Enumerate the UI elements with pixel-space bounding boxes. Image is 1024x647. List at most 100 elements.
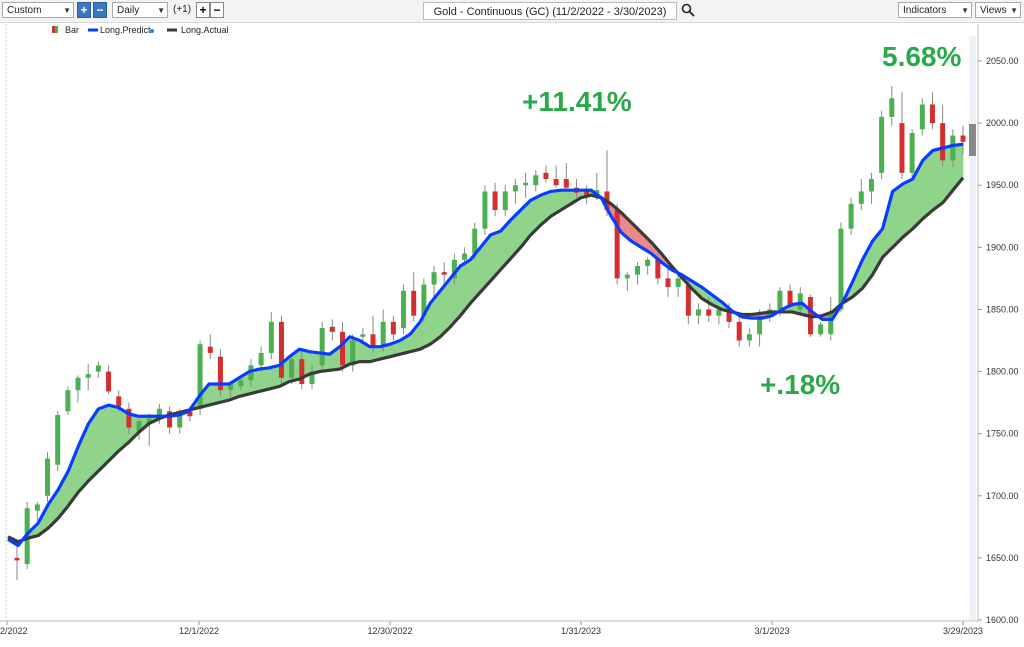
candle-down — [736, 321, 742, 341]
annotation-feb-gain: +.18% — [760, 369, 840, 400]
dot-icon — [150, 29, 154, 33]
candle-down — [929, 104, 935, 124]
candle-up — [838, 228, 844, 310]
candle-down — [329, 326, 335, 332]
y-tick-label: 1750.00 — [986, 429, 1019, 439]
candle-up — [85, 374, 91, 378]
scrollbar-thumb[interactable] — [969, 124, 976, 156]
legend-bar-label: Bar — [65, 25, 79, 35]
candle-down — [960, 135, 966, 142]
candle-up — [289, 359, 295, 378]
indicators-select[interactable]: Indicators ▼ — [898, 2, 972, 18]
chevron-down-icon: ▼ — [157, 6, 165, 15]
candle-up — [634, 265, 640, 275]
y-tick-label: 2000.00 — [986, 118, 1019, 128]
candle-down — [441, 272, 447, 275]
candle-up — [645, 259, 651, 266]
y-tick-label: 2050.00 — [986, 56, 1019, 66]
candle-up — [248, 365, 254, 381]
candle-up — [797, 293, 803, 310]
candle-up — [533, 175, 539, 186]
candle-up — [889, 98, 895, 117]
candle-up — [228, 383, 234, 391]
annotation-mar-gain: 5.68% — [882, 41, 961, 72]
candle-up — [818, 324, 824, 335]
search-icon[interactable] — [681, 3, 695, 17]
x-tick-label: 12/30/2022 — [367, 626, 412, 636]
scrollbar-track[interactable] — [969, 36, 976, 620]
candle-down — [340, 331, 346, 366]
candle-down — [706, 309, 712, 316]
period-select[interactable]: Custom ▼ — [2, 2, 74, 18]
candle-up — [624, 274, 630, 279]
candle-up — [462, 253, 468, 260]
candle-down — [614, 210, 620, 279]
candle-down — [726, 309, 732, 322]
candle-up — [523, 182, 529, 186]
interval-select[interactable]: Daily ▼ — [112, 2, 168, 18]
annotation-jan-gain: +11.41% — [522, 86, 632, 117]
candle-down — [563, 179, 569, 188]
y-tick-label: 1950.00 — [986, 180, 1019, 190]
y-tick-label: 1900.00 — [986, 242, 1019, 252]
interval-select-value: Daily — [117, 5, 140, 16]
candle-down — [217, 356, 223, 391]
candle-up — [919, 104, 925, 130]
candle-up — [716, 309, 722, 316]
candle-down — [278, 321, 284, 378]
candle-up — [177, 411, 183, 428]
candle-up — [879, 116, 885, 173]
chart-toolbar: Custom ▼ + − Daily ▼ (+1) + − Gold - Con… — [0, 0, 1024, 23]
x-tick-label: 12/1/2022 — [179, 626, 219, 636]
candle-up — [380, 321, 386, 347]
candle-down — [655, 259, 661, 279]
candle-up — [146, 418, 152, 424]
legend-actual-label: Long.Actual — [181, 25, 229, 35]
chevron-down-icon: ▼ — [1010, 6, 1018, 15]
candle-up — [431, 272, 437, 285]
candlesticks — [14, 85, 966, 581]
axes: 1600.00 1650.00 1700.00 1750.00 1800.00 1850.… — [0, 24, 1019, 636]
candle-down — [126, 408, 132, 428]
x-tick-label: 3/29/2023 — [943, 626, 983, 636]
candle-up — [360, 334, 366, 337]
candle-up — [848, 203, 854, 229]
indicators-label: Indicators — [903, 5, 947, 16]
zoom-in-button[interactable]: + — [77, 2, 91, 18]
candle-down — [370, 334, 376, 347]
symbol-title[interactable]: Gold - Continuous (GC) (11/2/2022 - 3/30… — [423, 2, 677, 20]
candle-down — [167, 411, 173, 428]
candle-down — [207, 346, 213, 353]
zoom-out-button[interactable]: − — [93, 2, 107, 18]
candle-up — [909, 133, 915, 173]
candle-up — [746, 334, 752, 341]
candle-up — [512, 185, 518, 192]
views-select[interactable]: Views ▼ — [975, 2, 1021, 18]
x-tick-labels: 2/2022 12/1/2022 12/30/2022 1/31/2023 3/1/20… — [0, 621, 983, 636]
candle-up — [472, 228, 478, 254]
y-tick-label: 1800.00 — [986, 367, 1019, 377]
candle-down — [787, 290, 793, 307]
candle-up — [675, 278, 681, 288]
candle-down — [411, 290, 417, 316]
candle-up — [401, 290, 407, 329]
candle-up — [156, 408, 162, 419]
percent-annotations: +11.41% +.18% 5.68% — [522, 41, 961, 400]
chevron-down-icon: ▼ — [961, 6, 969, 15]
candle-up — [421, 284, 427, 316]
x-tick-label: 1/31/2023 — [561, 626, 601, 636]
increase-offset-button[interactable]: + — [196, 2, 210, 18]
candle-down — [116, 396, 122, 407]
candle-up — [950, 135, 956, 161]
x-tick-label: 3/1/2023 — [754, 626, 789, 636]
y-tick-label: 1850.00 — [986, 304, 1019, 314]
candle-up — [65, 390, 71, 412]
decrease-offset-button[interactable]: − — [210, 2, 224, 18]
candle-up — [258, 352, 264, 366]
candle-up — [319, 328, 325, 366]
candle-down — [299, 359, 305, 384]
candle-down — [665, 278, 671, 288]
candle-up — [95, 365, 101, 372]
candle-up — [350, 340, 356, 366]
